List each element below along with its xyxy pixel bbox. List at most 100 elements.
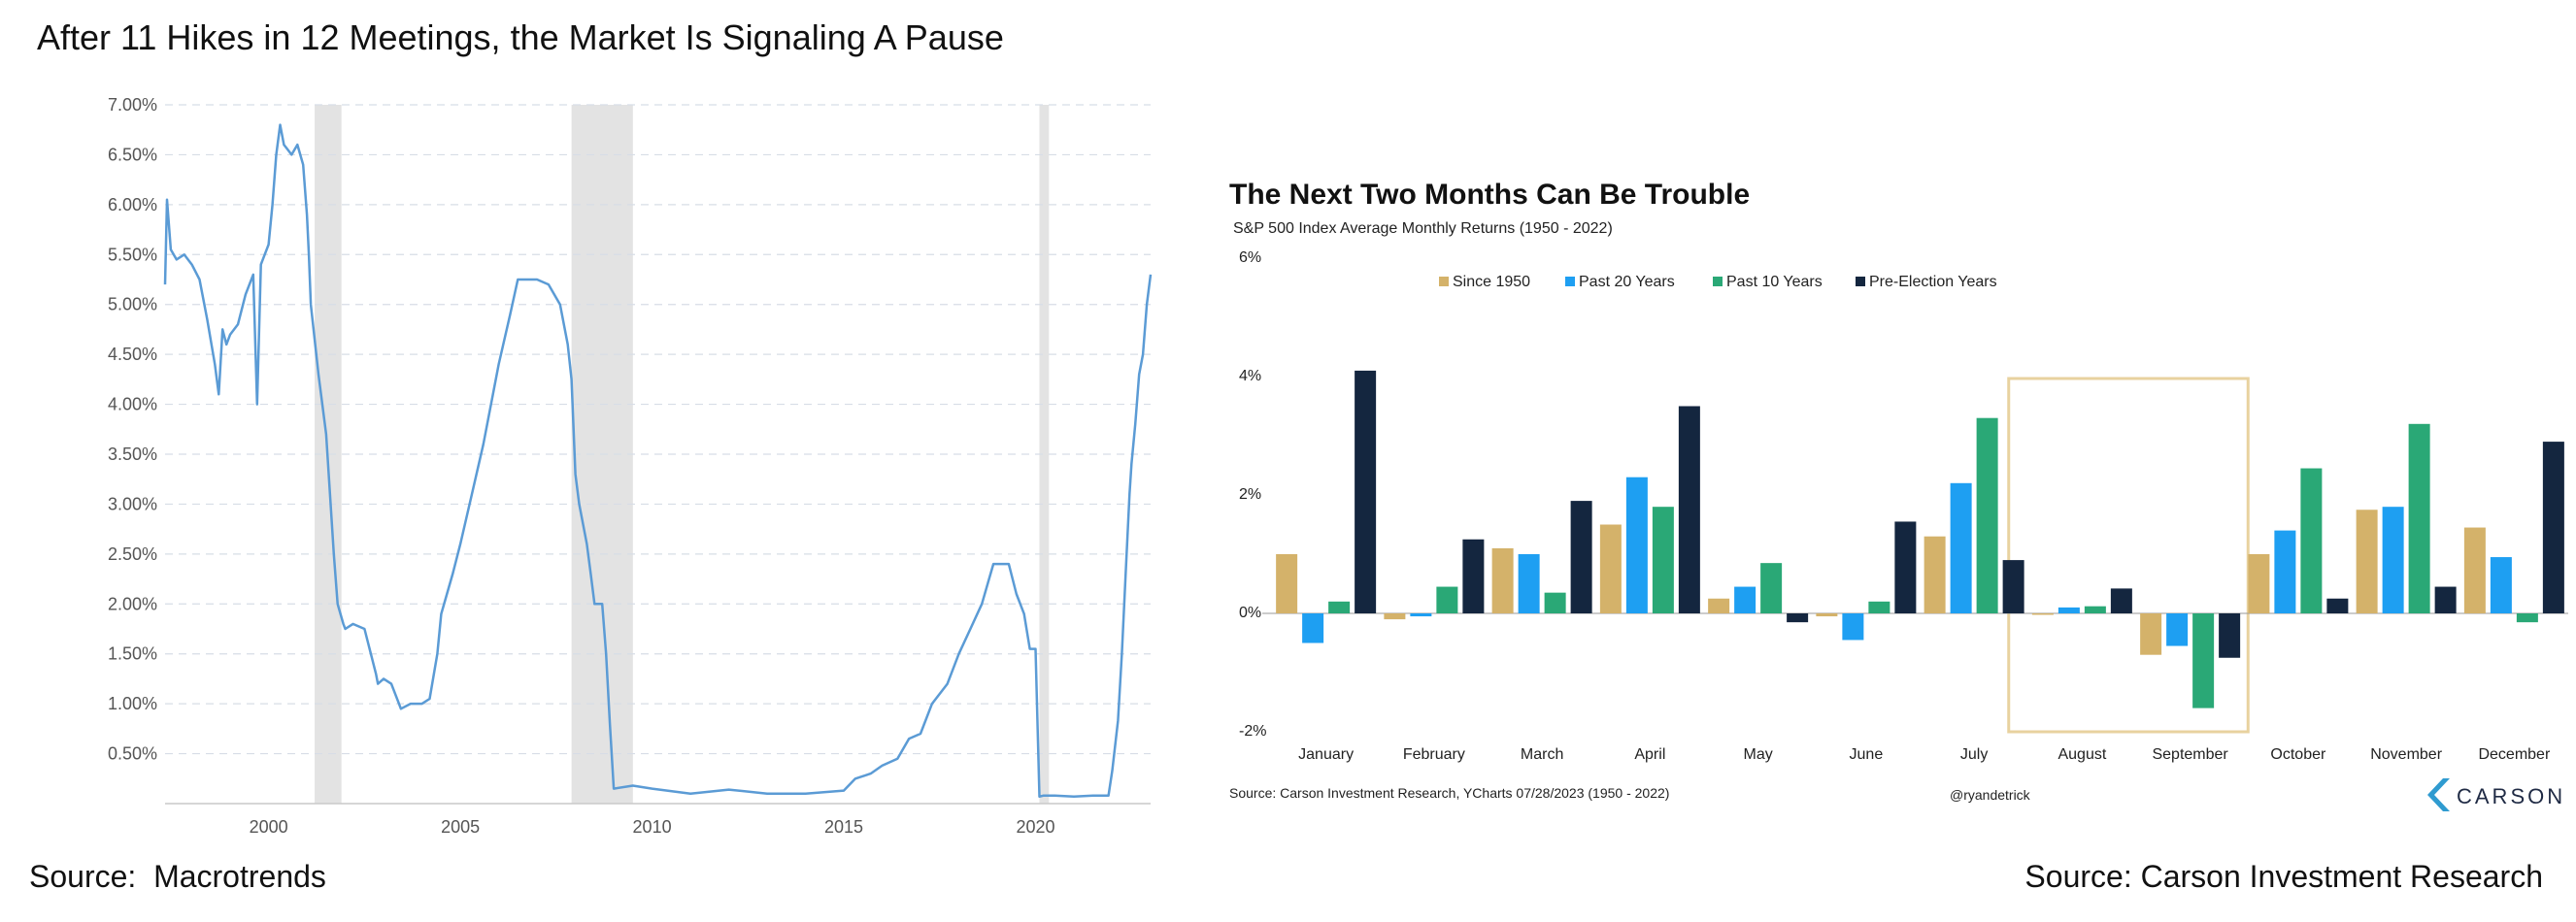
recession-bands [315,105,1050,804]
bar [2084,606,2106,613]
legend-swatch [1565,277,1575,286]
x-tick-label: 2020 [1016,817,1054,837]
bar [2490,557,2512,613]
rate-line-chart: 0.50% 1.00% 1.50% 2.00% 2.50% 3.00% 3.50% 4.00%… [108,95,1153,837]
bar [2326,598,2349,613]
bar [2408,423,2430,613]
bar-legend: Since 1950 Past 20 Years Past 10 Years Pre-… [1439,274,1997,290]
y-tick-label: 5.00% [108,295,157,314]
bar [1924,536,1946,613]
month-label: July [1960,746,1988,763]
bar [1678,406,1700,613]
bar-chart-title: The Next Two Months Can Be Trouble [1229,179,1750,211]
source-macrotrends: Source: Macrotrends [29,859,326,894]
x-tick-label: 2015 [824,817,863,837]
source-carson: Source: Carson Investment Research [2024,859,2543,894]
bar [2219,613,2241,658]
legend-swatch [1713,277,1723,286]
legend-label: Past 20 Years [1579,274,1675,290]
x-tick-label: 2005 [441,817,480,837]
bar [1950,482,1972,613]
bar [1410,613,1432,617]
y-tick-label: 6.50% [108,145,157,164]
bar [2542,442,2564,613]
bar [1544,592,1566,613]
bar-y-tick-label: 4% [1239,368,1261,384]
bar-y-tick-label: 2% [1239,486,1261,503]
bar-y-tick-labels: 6% 4% 2% 0% -2% [1239,249,1266,740]
legend-label: Since 1950 [1453,274,1530,290]
month-label: December [2478,746,2550,763]
slide-title: After 11 Hikes in 12 Meetings, the Marke… [37,17,1004,57]
bar [2274,530,2296,613]
bar [2057,607,2080,613]
month-label: January [1298,746,1354,763]
y-tick-label: 6.00% [108,195,157,214]
y-gridlines [165,104,1151,805]
bar [1462,539,1485,613]
bar [2516,613,2538,623]
bar [1868,601,1890,613]
bar [1518,554,1540,613]
rate-series-line [163,123,1153,799]
y-tick-labels: 0.50% 1.00% 1.50% 2.00% 2.50% 3.00% 3.50% 4.00%… [108,95,157,764]
bar [1384,613,1406,620]
bar-y-tick-label: 0% [1239,605,1261,621]
y-tick-label: 7.00% [108,95,157,115]
aug-sep-highlight-box [2007,377,2250,734]
bar [2300,468,2323,613]
bar [2140,613,2162,655]
bar [2192,613,2215,708]
y-tick-label: 1.50% [108,644,157,664]
bar-y-tick-label: -2% [1239,723,1266,740]
bar [2110,588,2132,613]
month-label: March [1521,746,1563,763]
legend-label: Past 10 Years [1726,274,1823,290]
bar-y-tick-label: 6% [1239,249,1261,266]
y-tick-label: 1.00% [108,694,157,713]
y-tick-label: 5.50% [108,245,157,264]
bar [2356,510,2378,613]
month-label: August [2057,746,2106,763]
bar [1436,586,1458,613]
legend-label: Pre-Election Years [1869,274,1997,290]
bar [1276,554,1298,613]
bar [1760,563,1783,613]
month-label: May [1744,746,1773,763]
month-labels: January February March April May June July Augu… [1298,746,2551,763]
bar [1570,501,1592,613]
bar-chart-source: Source: Carson Investment Research, YCha… [1229,785,1669,801]
x-tick-label: 2000 [250,817,288,837]
month-label: November [2370,746,2442,763]
y-tick-label: 2.50% [108,544,157,564]
bar [1355,370,1377,613]
bar [2166,613,2189,646]
bar [1842,613,1864,641]
y-tick-label: 4.00% [108,395,157,414]
month-label: April [1634,746,1665,763]
bar [1599,524,1622,613]
bar [1328,601,1351,613]
bar [1625,477,1648,613]
bar [1708,598,1730,613]
month-label: June [1850,746,1884,763]
bar [1816,613,1838,617]
month-label: February [1403,746,1465,763]
month-label: October [2270,746,2326,763]
monthly-returns-bar-chart: The Next Two Months Can Be Trouble S&P 5… [1229,179,2568,811]
author-handle: @ryandetrick [1950,787,2031,803]
bar [1302,613,1324,643]
bar [1734,586,1756,613]
month-label: September [2152,746,2228,763]
bar [2031,613,2054,615]
legend-swatch [1856,277,1865,286]
y-tick-label: 0.50% [108,744,157,764]
bar [1787,613,1809,623]
bar [1491,547,1514,613]
bar [1652,507,1674,613]
bar [1976,417,1998,613]
bar [2002,560,2024,613]
carson-logo: CARSON [2427,778,2562,811]
bar [2248,554,2270,613]
